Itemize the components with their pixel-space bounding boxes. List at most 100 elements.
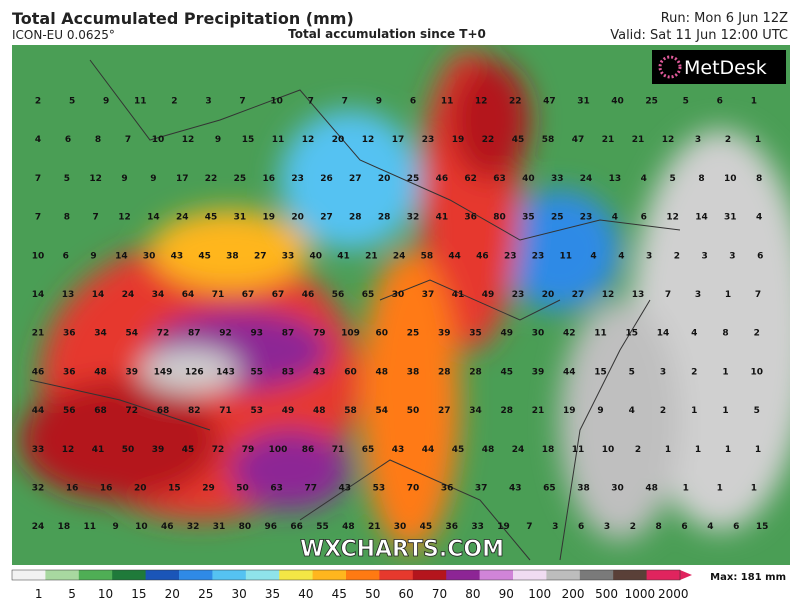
grid-value: 71: [219, 406, 232, 416]
grid-value: 4: [756, 213, 762, 223]
grid-value: 1: [665, 445, 671, 455]
grid-value: 2: [754, 329, 760, 339]
grid-value: 4: [590, 251, 596, 261]
grid-value: 71: [332, 445, 345, 455]
grid-value: 7: [308, 97, 314, 107]
watermark: WXCHARTS.COM: [300, 537, 504, 562]
grid-value: 11: [83, 522, 96, 532]
grid-value: 19: [563, 406, 576, 416]
grid-value: 13: [632, 290, 645, 300]
grid-value: 46: [302, 290, 315, 300]
grid-value: 46: [436, 174, 449, 184]
legend-label: 60: [398, 587, 413, 601]
grid-value: 47: [543, 97, 556, 107]
grid-value: 32: [407, 213, 420, 223]
grid-value: 7: [35, 174, 41, 184]
grid-value: 11: [594, 329, 607, 339]
grid-value: 20: [332, 135, 345, 145]
grid-value: 5: [683, 97, 689, 107]
legend-label: 5: [68, 587, 76, 601]
grid-value: 15: [594, 367, 607, 377]
grid-value: 11: [272, 135, 285, 145]
grid-value: 18: [58, 522, 71, 532]
grid-value: 9: [597, 406, 603, 416]
grid-value: 44: [422, 445, 435, 455]
grid-value: 54: [125, 329, 138, 339]
grid-value: 100: [269, 445, 288, 455]
grid-value: 36: [63, 367, 76, 377]
legend-label: 500: [595, 587, 618, 601]
grid-value: 64: [182, 290, 195, 300]
grid-value: 24: [176, 213, 189, 223]
grid-value: 15: [242, 135, 255, 145]
grid-value: 21: [632, 135, 645, 145]
grid-value: 25: [407, 174, 420, 184]
legend-border: [11, 569, 681, 581]
grid-value: 19: [497, 522, 510, 532]
legend-swatch: [312, 570, 347, 580]
grid-value: 48: [342, 522, 355, 532]
grid-value: 58: [542, 135, 555, 145]
grid-value: 79: [313, 329, 326, 339]
grid-value: 5: [629, 367, 635, 377]
grid-value: 60: [344, 367, 357, 377]
grid-value: 9: [103, 97, 109, 107]
grid-value: 23: [532, 251, 545, 261]
legend-label: 80: [465, 587, 480, 601]
grid-value: 2: [660, 406, 666, 416]
grid-value: 8: [756, 174, 762, 184]
grid-value: 22: [205, 174, 218, 184]
grid-value: 50: [122, 445, 135, 455]
grid-value: 50: [407, 406, 420, 416]
grid-value: 43: [509, 484, 522, 494]
grid-value: 68: [94, 406, 107, 416]
grid-value: 39: [532, 367, 545, 377]
grid-value: 14: [147, 213, 160, 223]
grid-value: 25: [407, 329, 420, 339]
borders: [29, 59, 681, 561]
grid-value: 18: [542, 445, 555, 455]
grid-value: 53: [250, 406, 263, 416]
logo: MetDesk: [684, 57, 767, 79]
grid-value: 45: [205, 213, 218, 223]
grid-value: 22: [509, 97, 522, 107]
grid-value: 7: [526, 522, 532, 532]
grid-value: 14: [657, 329, 670, 339]
grid-value: 36: [441, 484, 454, 494]
legend-label: 35: [265, 587, 280, 601]
grid-value: 30: [394, 522, 407, 532]
grid-value: 3: [729, 251, 735, 261]
grid-value: 20: [291, 213, 304, 223]
grid-value: 19: [263, 213, 276, 223]
grid-value: 28: [438, 367, 451, 377]
grid-value: 30: [143, 251, 156, 261]
grid-value: 2: [691, 367, 697, 377]
legend-label: 30: [231, 587, 246, 601]
grid-value: 5: [754, 406, 760, 416]
grid-value: 12: [302, 135, 315, 145]
grid-value: 4: [707, 522, 713, 532]
grid-value: 63: [270, 484, 283, 494]
grid-value: 19: [452, 135, 465, 145]
grid-value: 12: [118, 213, 131, 223]
legend-swatch: [613, 570, 648, 580]
grid-value: 21: [368, 522, 381, 532]
grid-value: 15: [625, 329, 638, 339]
grid-value: 12: [89, 174, 102, 184]
grid-value: 58: [344, 406, 357, 416]
grid-value: 14: [92, 290, 105, 300]
logo-box: [652, 50, 786, 84]
legend-label: 1: [35, 587, 43, 601]
grid-value: 70: [407, 484, 420, 494]
grid-value: 26: [320, 174, 333, 184]
grid-value: 3: [552, 522, 558, 532]
grid-value: 33: [32, 445, 45, 455]
grid-value: 96: [264, 522, 277, 532]
grid-value: 65: [543, 484, 556, 494]
grid-value: 33: [551, 174, 564, 184]
grid-value: 35: [522, 213, 535, 223]
grid-value: 6: [757, 251, 763, 261]
grid-value: 77: [304, 484, 317, 494]
legend-label: 10: [98, 587, 113, 601]
grid-value: 86: [302, 445, 315, 455]
